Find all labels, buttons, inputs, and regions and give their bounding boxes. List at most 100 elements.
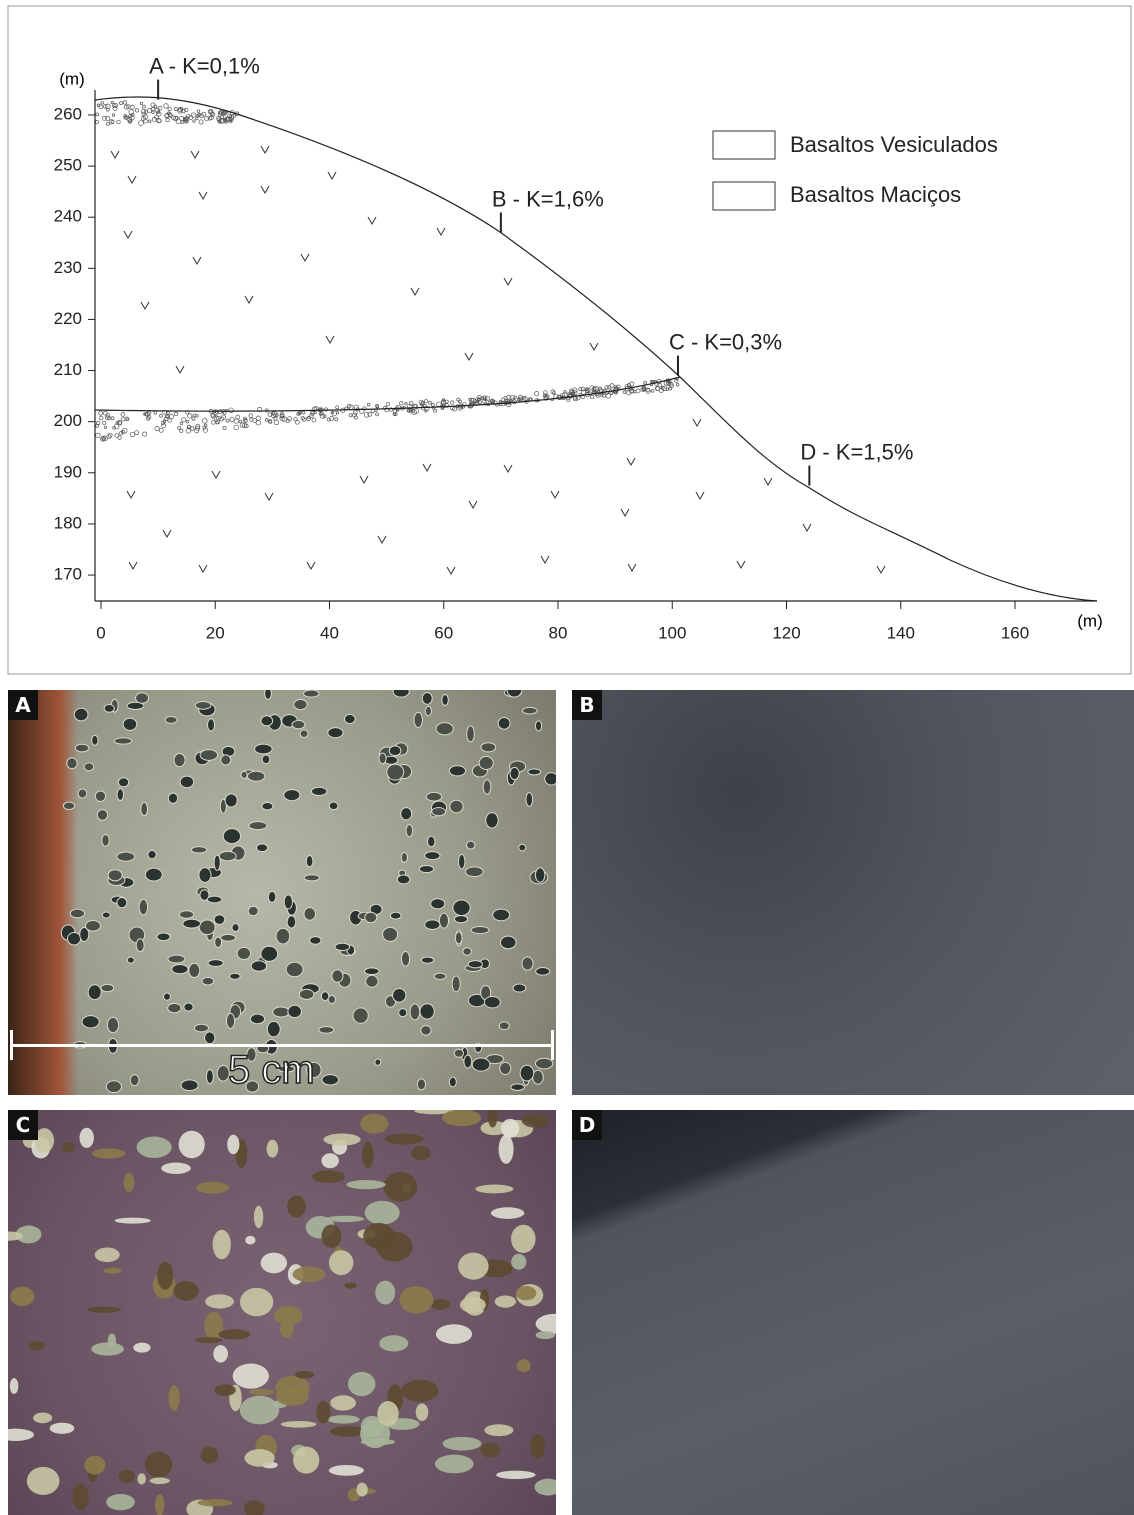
vesicle bbox=[300, 730, 308, 738]
vesicle bbox=[106, 1081, 121, 1093]
vesicle bbox=[467, 726, 475, 742]
amygdale bbox=[115, 1218, 151, 1224]
photo-c: C bbox=[8, 1110, 556, 1515]
y-tick-label: 210 bbox=[54, 360, 82, 379]
amygdale bbox=[267, 1140, 279, 1158]
amygdale bbox=[62, 1142, 75, 1152]
y-tick-label: 180 bbox=[54, 513, 82, 532]
vesicle bbox=[387, 764, 404, 780]
vesicle bbox=[108, 870, 122, 881]
amygdale bbox=[92, 1149, 126, 1159]
amygdale bbox=[442, 1110, 481, 1126]
amygdale bbox=[10, 1287, 34, 1307]
vesicle bbox=[399, 1009, 407, 1017]
amygdale bbox=[443, 1437, 482, 1451]
amygdale bbox=[517, 1359, 531, 1372]
vesicle bbox=[379, 753, 386, 764]
vesicle bbox=[207, 896, 221, 903]
vesicle bbox=[450, 800, 463, 813]
amygdale bbox=[204, 1312, 223, 1342]
vesicle bbox=[292, 720, 305, 728]
page: {"figure": { "axes": {"y_unit": "(m)", "… bbox=[0, 0, 1134, 1515]
amygdale bbox=[10, 1378, 19, 1394]
vesicle bbox=[107, 1017, 118, 1032]
vesicle bbox=[92, 735, 98, 745]
vesicle bbox=[436, 723, 453, 735]
vesicle bbox=[353, 1008, 368, 1023]
vesicle bbox=[251, 961, 266, 971]
vesicle bbox=[221, 755, 231, 765]
vesicle bbox=[329, 802, 338, 810]
photo-label: B bbox=[572, 690, 602, 720]
amygdale bbox=[281, 1421, 317, 1428]
amygdale bbox=[344, 1283, 357, 1289]
vesicle bbox=[206, 1070, 213, 1084]
vesicle bbox=[410, 1004, 420, 1020]
amygdale bbox=[233, 1363, 269, 1388]
vesicle bbox=[78, 789, 87, 798]
annotation-label: A - K=0,1% bbox=[149, 53, 260, 78]
amygdale bbox=[72, 1484, 88, 1510]
vesicle bbox=[390, 912, 401, 919]
vesicle bbox=[306, 855, 313, 866]
vesicle bbox=[519, 844, 526, 851]
vesicle bbox=[511, 1084, 524, 1091]
cross-section: (m) (m) Basaltos Vesiculados Basaltos Ma… bbox=[0, 0, 1134, 680]
amygdale bbox=[348, 1372, 376, 1396]
amygdale bbox=[196, 1182, 229, 1194]
vesicle bbox=[127, 957, 134, 963]
amygdale bbox=[363, 1223, 394, 1249]
vesicle bbox=[431, 899, 445, 909]
amygdale bbox=[360, 1114, 388, 1134]
amygdale bbox=[460, 1297, 486, 1313]
x-tick-label: 160 bbox=[1001, 623, 1029, 642]
annotation-label: B - K=1,6% bbox=[492, 186, 604, 211]
vesicle bbox=[442, 694, 448, 705]
vesicle bbox=[202, 977, 214, 985]
vesicle bbox=[425, 920, 440, 930]
photo-d: D bbox=[572, 1110, 1134, 1515]
legend-label: Basaltos Maciços bbox=[790, 182, 961, 207]
amygdale bbox=[27, 1467, 60, 1495]
amygdale bbox=[213, 1345, 228, 1362]
amygdale bbox=[323, 1133, 360, 1145]
vesicle bbox=[74, 708, 88, 721]
amygdale bbox=[104, 1268, 121, 1274]
vesicle bbox=[286, 962, 303, 976]
amygdale bbox=[200, 1447, 218, 1464]
amygdale bbox=[365, 1201, 400, 1225]
amygdale bbox=[145, 1451, 172, 1477]
amygdale bbox=[261, 1253, 287, 1274]
amygdale bbox=[385, 1134, 424, 1145]
vesicle bbox=[95, 791, 105, 802]
vesicle bbox=[157, 933, 170, 941]
vesicle bbox=[472, 1058, 490, 1071]
legend-swatch-massive bbox=[713, 182, 775, 210]
y-unit: (m) bbox=[59, 69, 84, 88]
vesicle bbox=[70, 909, 84, 918]
vesicle bbox=[102, 834, 109, 846]
amygdale bbox=[379, 1335, 408, 1351]
vesicle bbox=[319, 1026, 334, 1033]
amygdale bbox=[534, 1479, 556, 1496]
scale-bar-end bbox=[10, 1030, 13, 1060]
amygdale bbox=[511, 1225, 536, 1253]
amygdale bbox=[245, 1449, 275, 1467]
vesicle bbox=[261, 946, 278, 961]
amygdale bbox=[137, 1137, 172, 1158]
amygdale bbox=[536, 1314, 556, 1334]
vesicle bbox=[322, 1075, 339, 1085]
vesicle bbox=[168, 955, 185, 963]
amygdale bbox=[213, 1230, 231, 1260]
vesicle bbox=[493, 909, 510, 921]
amygdale bbox=[362, 1141, 373, 1168]
vesicle bbox=[526, 792, 533, 806]
vesicle bbox=[479, 756, 493, 769]
vesicle bbox=[449, 766, 465, 776]
vesicle bbox=[471, 927, 489, 934]
vesicle bbox=[421, 1026, 431, 1036]
vesicle bbox=[261, 716, 273, 726]
x-tick-label: 40 bbox=[320, 623, 339, 642]
vesicle bbox=[226, 1013, 234, 1028]
vesicle bbox=[241, 771, 247, 778]
